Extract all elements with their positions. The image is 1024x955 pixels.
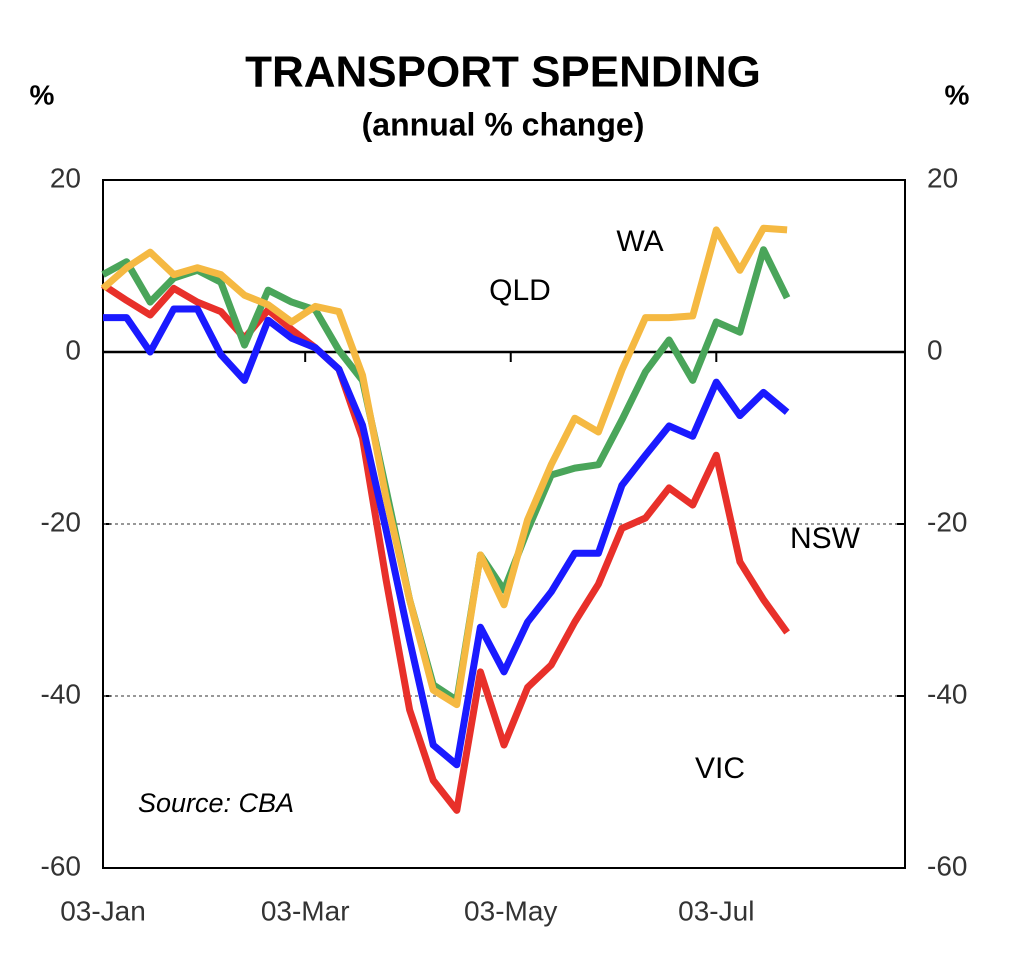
series-label: QLD bbox=[489, 274, 551, 307]
y2-axis-label: % bbox=[945, 79, 970, 110]
series-line bbox=[101, 246, 791, 704]
x-tick-label: 03-Jan bbox=[60, 895, 146, 926]
x-tick-label: 03-May bbox=[464, 895, 557, 926]
series-line bbox=[103, 305, 790, 769]
y-tick-label: 20 bbox=[50, 162, 81, 193]
chart-title: TRANSPORT SPENDING bbox=[245, 48, 761, 97]
x-tick-label: 03-Mar bbox=[261, 895, 350, 926]
series-label: NSW bbox=[790, 522, 861, 555]
series-label: WA bbox=[616, 225, 663, 258]
y2-tick-label: 0 bbox=[927, 334, 943, 365]
chart-subtitle: (annual % change) bbox=[362, 106, 645, 142]
series-line bbox=[100, 224, 788, 709]
plot-frame bbox=[102, 179, 906, 869]
source-note: Source: CBA bbox=[138, 788, 294, 818]
y-tick-label: 0 bbox=[65, 334, 81, 365]
series-label: VIC bbox=[695, 752, 745, 785]
x-tick-label: 03-Jul bbox=[678, 895, 754, 926]
y-axis-label: % bbox=[30, 79, 55, 110]
y2-tick-label: -40 bbox=[927, 678, 967, 709]
y-tick-label: -40 bbox=[41, 678, 81, 709]
y-tick-label: -20 bbox=[41, 506, 81, 537]
y-tick-label: -60 bbox=[41, 850, 81, 881]
y2-tick-label: 20 bbox=[927, 162, 958, 193]
y2-tick-label: -60 bbox=[927, 850, 967, 881]
series-line bbox=[101, 281, 790, 814]
y2-tick-label: -20 bbox=[927, 506, 967, 537]
